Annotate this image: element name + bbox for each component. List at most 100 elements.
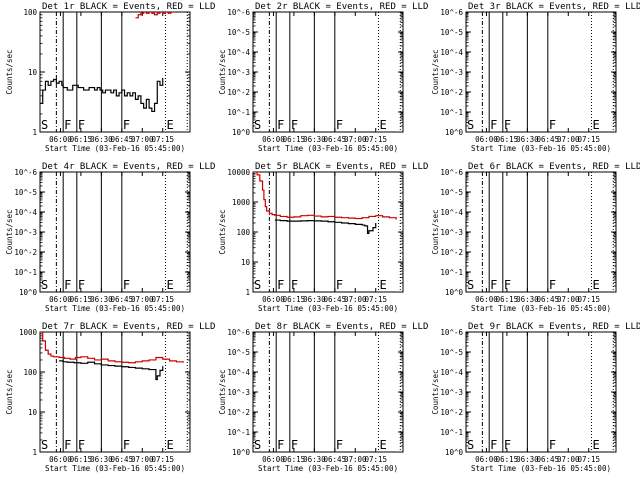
x-tick-label: 07:15	[364, 295, 387, 304]
lld-series-line	[40, 332, 184, 364]
x-tick-label: 07:00	[557, 455, 580, 464]
y-axis-label: Counts/sec	[218, 369, 227, 414]
x-axis-label: Start Time (03-Feb-16 05:45:00)	[258, 464, 398, 473]
flag-label: E	[166, 438, 173, 452]
y-tick-label: 10^-5	[440, 28, 463, 37]
flag-label: F	[490, 118, 497, 132]
y-tick-label: 100	[23, 8, 37, 17]
y-tick-label: 10	[28, 408, 38, 417]
x-tick-label: 06:15	[283, 295, 306, 304]
x-tick-label: 06:30	[516, 295, 539, 304]
y-tick-label: 10^-5	[14, 188, 37, 197]
x-tick-label: 06:15	[496, 135, 519, 144]
panel-title: Det 2r BLACK = Events, RED = LLD	[255, 2, 428, 12]
y-axis-label: Counts/sec	[5, 369, 14, 414]
y-tick-label: 10^-1	[227, 108, 250, 117]
panel-title: Det 5r BLACK = Events, RED = LLD	[255, 162, 428, 172]
x-axis-label: Start Time (03-Feb-16 05:45:00)	[258, 144, 398, 153]
x-tick-label: 06:15	[70, 455, 93, 464]
y-tick-label: 10^-3	[14, 228, 37, 237]
y-tick-label: 10^-2	[440, 88, 463, 97]
y-tick-label: 10^-4	[440, 368, 463, 377]
y-axis-label: Counts/sec	[218, 209, 227, 254]
lld-series-line	[135, 12, 175, 19]
flag-label: E	[166, 118, 173, 132]
x-tick-label: 06:30	[303, 135, 326, 144]
x-tick-label: 06:15	[283, 135, 306, 144]
plot-frame	[39, 11, 191, 133]
x-tick-label: 06:30	[90, 455, 113, 464]
x-tick-label: 06:30	[90, 295, 113, 304]
events-series-line	[40, 77, 164, 113]
flag-label: S	[41, 438, 48, 452]
y-tick-label: 10^-2	[440, 408, 463, 417]
flag-label: E	[166, 278, 173, 292]
y-tick-label: 1	[245, 288, 250, 297]
y-tick-label: 10^-3	[440, 388, 463, 397]
flag-label: F	[123, 118, 130, 132]
y-axis-label: Counts/sec	[218, 49, 227, 94]
flag-label: F	[64, 118, 71, 132]
x-tick-label: 07:15	[151, 455, 174, 464]
panel-title: Det 7r BLACK = Events, RED = LLD	[42, 322, 215, 332]
x-tick-label: 07:15	[364, 455, 387, 464]
y-tick-label: 10^-1	[227, 428, 250, 437]
events-series-line	[274, 219, 377, 234]
plot-frame	[465, 331, 617, 453]
y-axis-label: Counts/sec	[431, 49, 440, 94]
flag-label: F	[277, 438, 284, 452]
y-tick-label: 10^-1	[440, 268, 463, 277]
y-tick-label: 10^-2	[227, 408, 250, 417]
panel-title: Det 1r BLACK = Events, RED = LLD	[42, 2, 215, 12]
x-axis-label: Start Time (03-Feb-16 05:45:00)	[45, 464, 185, 473]
plot-frame	[465, 171, 617, 293]
events-series-line	[59, 360, 164, 381]
x-tick-label: 07:00	[557, 135, 580, 144]
panel-title: Det 6r BLACK = Events, RED = LLD	[468, 162, 640, 172]
flag-label: F	[504, 438, 511, 452]
x-tick-label: 07:15	[577, 135, 600, 144]
x-tick-label: 06:00	[49, 455, 72, 464]
x-axis-label: Start Time (03-Feb-16 05:45:00)	[45, 144, 185, 153]
x-tick-label: 07:15	[151, 135, 174, 144]
y-tick-label: 100	[23, 368, 37, 377]
y-tick-label: 10^-6	[440, 328, 463, 337]
x-tick-label: 06:45	[537, 455, 560, 464]
y-tick-label: 1000	[232, 198, 251, 207]
x-tick-label: 06:45	[324, 295, 347, 304]
panel-title: Det 9r BLACK = Events, RED = LLD	[468, 322, 640, 332]
y-tick-label: 10^-4	[440, 208, 463, 217]
panel-title: Det 3r BLACK = Events, RED = LLD	[468, 2, 640, 12]
flag-label: F	[291, 118, 298, 132]
y-tick-label: 10^-2	[14, 248, 37, 257]
x-axis-label: Start Time (03-Feb-16 05:45:00)	[471, 464, 611, 473]
x-tick-label: 06:15	[283, 455, 306, 464]
flag-label: S	[254, 118, 261, 132]
y-axis-label: Counts/sec	[5, 209, 14, 254]
panel-title: Det 8r BLACK = Events, RED = LLD	[255, 322, 428, 332]
y-tick-label: 100	[236, 228, 250, 237]
x-tick-label: 06:00	[262, 295, 285, 304]
x-tick-label: 06:30	[303, 295, 326, 304]
flag-label: F	[123, 278, 130, 292]
y-tick-label: 10^-4	[227, 48, 250, 57]
y-tick-label: 10^-4	[227, 368, 250, 377]
flag-label: F	[78, 278, 85, 292]
x-tick-label: 06:45	[537, 135, 560, 144]
flag-label: E	[379, 278, 386, 292]
x-axis-label: Start Time (03-Feb-16 05:45:00)	[45, 304, 185, 313]
x-tick-label: 07:00	[131, 455, 154, 464]
plot-frame	[465, 11, 617, 133]
y-tick-label: 10^0	[19, 288, 38, 297]
y-tick-label: 10	[241, 258, 251, 267]
y-tick-label: 10^0	[232, 128, 251, 137]
y-tick-label: 10^-5	[440, 188, 463, 197]
flag-label: F	[291, 438, 298, 452]
x-tick-label: 06:00	[49, 135, 72, 144]
